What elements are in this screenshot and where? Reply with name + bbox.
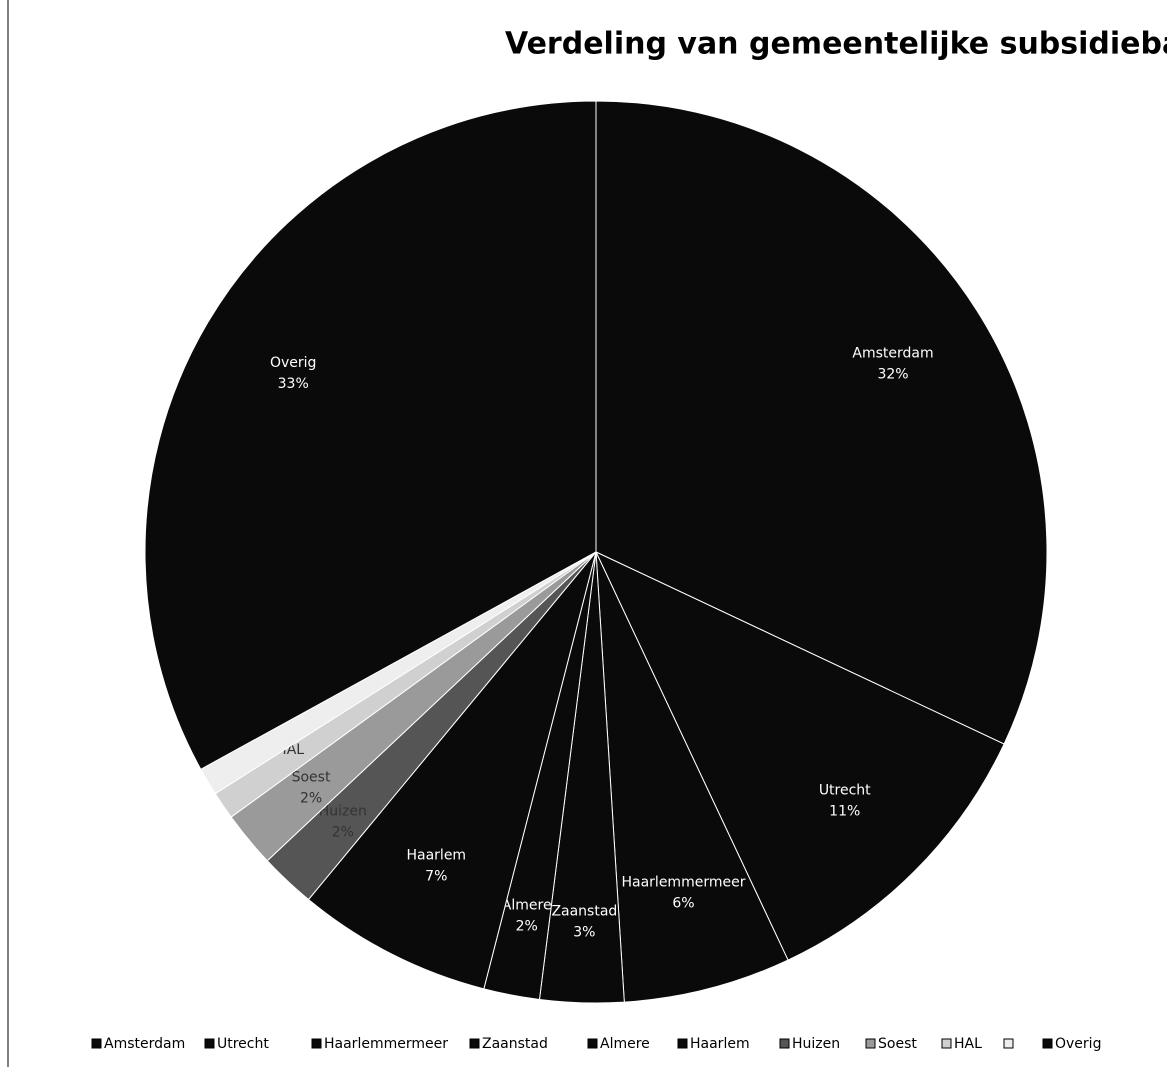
legend-label: Haarlemmermeer (324, 1036, 448, 1052)
legend-swatch (204, 1038, 215, 1049)
legend-label: Huizen (792, 1036, 840, 1052)
slice-value-label: 6% (672, 896, 694, 912)
legend-label: Amsterdam (104, 1036, 185, 1052)
pie-slice (594, 550, 1005, 961)
legend-label: Soest (878, 1036, 917, 1052)
legend-swatch (1042, 1038, 1053, 1049)
slice-label: Haarlemmermeer (621, 875, 745, 891)
legend-label: Overig (1055, 1036, 1101, 1052)
slice-label: Amsterdam (852, 346, 933, 362)
slice-value-label: 11% (829, 804, 860, 820)
slice-value-label: 2% (332, 825, 354, 841)
legend-swatch (779, 1038, 790, 1049)
slice-label: Utrecht (819, 783, 871, 799)
slice-label: Soest (292, 770, 331, 786)
legend-label: Utrecht (217, 1036, 269, 1052)
pie-slice (595, 100, 1048, 745)
slice-value-label: 3% (573, 925, 595, 941)
legend-label: Haarlem (690, 1036, 750, 1052)
pie-slice (307, 551, 597, 990)
slice-value-label: 2% (300, 791, 322, 807)
legend-label: HAL (954, 1036, 982, 1052)
legend-swatch (469, 1038, 480, 1049)
chart-title: Verdeling van gemeentelijke subsidiebate… (505, 27, 1167, 62)
legend-swatch (1003, 1038, 1014, 1049)
slice-value-label: 33% (278, 376, 309, 392)
slice-value-label: 7% (425, 868, 447, 884)
legend-swatch (587, 1038, 598, 1049)
slice-label: Haarlem (406, 847, 466, 863)
slice-label: Huizen (319, 804, 367, 820)
slice-value-label: 32% (877, 367, 908, 383)
legend-swatch (311, 1038, 322, 1049)
slice-label: Overig (270, 355, 316, 371)
legend-swatch (941, 1038, 952, 1049)
slice-value-label: 2% (516, 918, 538, 934)
pie-slice (144, 100, 597, 770)
legend-swatch (865, 1038, 876, 1049)
legend-swatch (91, 1038, 102, 1049)
legend-label: Almere (600, 1036, 650, 1052)
pie-slice (595, 551, 789, 1003)
slice-label: Zaanstad (551, 904, 617, 920)
legend-label: Zaanstad (482, 1036, 548, 1052)
slice-label: Almere (502, 897, 552, 913)
legend-swatch (677, 1038, 688, 1049)
